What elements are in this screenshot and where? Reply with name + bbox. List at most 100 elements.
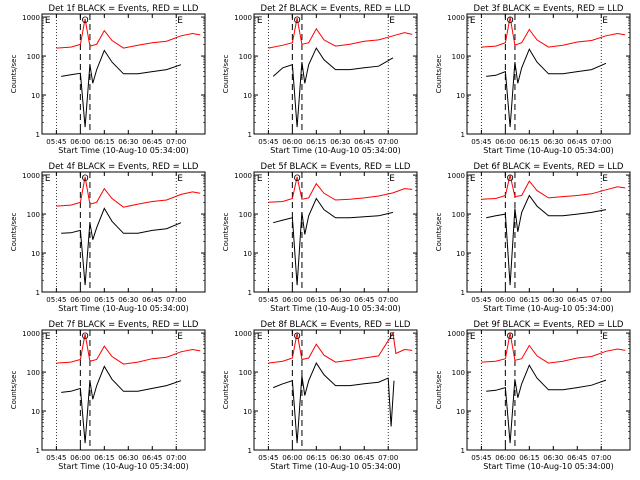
x-tick-label: 06:30: [118, 296, 138, 304]
y-tick-label: 1: [461, 447, 465, 455]
x-axis-label: Start Time (10-Aug-10 05:34:00): [58, 146, 189, 155]
plot-frame: [41, 329, 206, 451]
x-axis-label: Start Time (10-Aug-10 05:34:00): [483, 146, 614, 155]
lld-series-line: [56, 333, 201, 365]
y-tick-label: 100: [452, 369, 465, 377]
y-tick-label: 1: [461, 131, 465, 139]
x-tick-label: 06:15: [306, 454, 326, 462]
annotation-o: O: [507, 16, 514, 26]
plot-frame: [466, 13, 631, 135]
x-tick-label: 05:45: [258, 454, 278, 462]
x-tick-label: 06:30: [118, 454, 138, 462]
x-axis-label: Start Time (10-Aug-10 05:34:00): [270, 146, 401, 155]
y-axis-label: Counts/sec: [435, 213, 443, 252]
y-tick-label: 1000: [22, 330, 40, 338]
annotation-e: E: [257, 16, 263, 26]
panel-det-7: Det 7f BLACK = Events, RED = LLD 1 10 100 10…: [10, 320, 206, 471]
y-tick-label: 1: [36, 131, 40, 139]
x-tick-label: 06:45: [142, 296, 162, 304]
x-tick-label: 07:00: [166, 138, 186, 146]
x-tick-label: 06:15: [306, 296, 326, 304]
y-tick-label: 1: [248, 447, 252, 455]
x-tick-label: 06:45: [142, 454, 162, 462]
lld-series-line: [481, 333, 626, 364]
lld-series-line: [268, 17, 413, 49]
x-tick-label: 06:00: [495, 296, 515, 304]
x-tick-label: 06:30: [543, 454, 563, 462]
events-series-line: [272, 47, 394, 128]
y-tick-label: 1000: [22, 172, 40, 180]
x-tick-label: 06:30: [118, 138, 138, 146]
annotation-e: E: [602, 174, 608, 184]
panel-title: Det 6f BLACK = Events, RED = LLD: [474, 162, 624, 172]
y-tick-label: 1000: [234, 172, 252, 180]
y-tick-label: 100: [239, 53, 252, 61]
annotation-o: O: [294, 174, 301, 184]
x-tick-label: 05:45: [46, 454, 66, 462]
y-tick-label: 10: [456, 408, 465, 416]
x-axis-label: Start Time (10-Aug-10 05:34:00): [58, 304, 189, 313]
annotation-e: E: [389, 16, 395, 26]
annotation-o: O: [82, 16, 89, 26]
x-tick-label: 06:15: [94, 296, 114, 304]
x-tick-label: 06:00: [495, 138, 515, 146]
lld-series-line: [56, 18, 201, 49]
y-tick-label: 100: [27, 211, 40, 219]
annotation-e: E: [177, 332, 183, 342]
y-tick-label: 10: [31, 408, 40, 416]
panel-title: Det 5f BLACK = Events, RED = LLD: [261, 162, 411, 172]
panel-det-4: Det 4f BLACK = Events, RED = LLD 1 10 100 10…: [10, 162, 206, 313]
lld-series-line: [268, 176, 413, 203]
x-tick-label: 06:15: [94, 138, 114, 146]
annotation-e: E: [177, 16, 183, 26]
x-tick-label: 06:45: [354, 138, 374, 146]
annotation-o: O: [82, 332, 89, 342]
x-tick-label: 06:00: [282, 138, 302, 146]
x-axis-label: Start Time (10-Aug-10 05:34:00): [483, 462, 614, 471]
lld-series-line: [481, 17, 626, 48]
y-tick-label: 100: [452, 53, 465, 61]
annotation-o: O: [82, 174, 89, 184]
panel-title: Det 7f BLACK = Events, RED = LLD: [49, 320, 199, 330]
annotation-o: O: [507, 174, 514, 184]
x-tick-label: 06:45: [354, 296, 374, 304]
y-tick-label: 100: [239, 211, 252, 219]
y-tick-label: 10: [31, 92, 40, 100]
y-tick-label: 1000: [234, 14, 252, 22]
plot-frame: [253, 13, 418, 135]
annotation-e: E: [602, 332, 608, 342]
x-tick-label: 05:45: [471, 454, 491, 462]
annotation-e: E: [389, 332, 395, 342]
lld-series-line: [268, 331, 413, 364]
plot-frame: [41, 13, 206, 135]
x-axis-label: Start Time (10-Aug-10 05:34:00): [270, 462, 401, 471]
panel-det-8: Det 8f BLACK = Events, RED = LLD 1 10 100 10…: [222, 320, 418, 471]
y-tick-label: 1000: [22, 14, 40, 22]
x-tick-label: 07:00: [591, 296, 611, 304]
x-tick-label: 06:30: [330, 296, 350, 304]
annotation-e: E: [45, 16, 51, 26]
y-tick-label: 1: [248, 289, 252, 297]
y-tick-label: 1: [36, 289, 40, 297]
x-axis-label: Start Time (10-Aug-10 05:34:00): [483, 304, 614, 313]
panel-det-1: Det 1f BLACK = Events, RED = LLD 1 10 100 10…: [10, 4, 206, 155]
x-tick-label: 06:15: [94, 454, 114, 462]
x-tick-label: 06:00: [70, 138, 90, 146]
x-tick-label: 06:15: [519, 138, 539, 146]
panel-title: Det 2f BLACK = Events, RED = LLD: [261, 4, 411, 14]
x-tick-label: 07:00: [591, 454, 611, 462]
y-axis-label: Counts/sec: [435, 371, 443, 410]
panel-det-2: Det 2f BLACK = Events, RED = LLD 1 10 100 10…: [222, 4, 418, 155]
y-axis-label: Counts/sec: [222, 55, 230, 94]
x-tick-label: 06:00: [70, 296, 90, 304]
y-tick-label: 10: [456, 92, 465, 100]
y-tick-label: 1000: [447, 14, 465, 22]
panel-title: Det 3f BLACK = Events, RED = LLD: [474, 4, 624, 14]
x-tick-label: 07:00: [378, 138, 398, 146]
x-tick-label: 05:45: [471, 138, 491, 146]
y-tick-label: 10: [243, 92, 252, 100]
events-series-line: [486, 48, 607, 128]
x-tick-label: 06:30: [543, 296, 563, 304]
x-tick-label: 07:00: [591, 138, 611, 146]
